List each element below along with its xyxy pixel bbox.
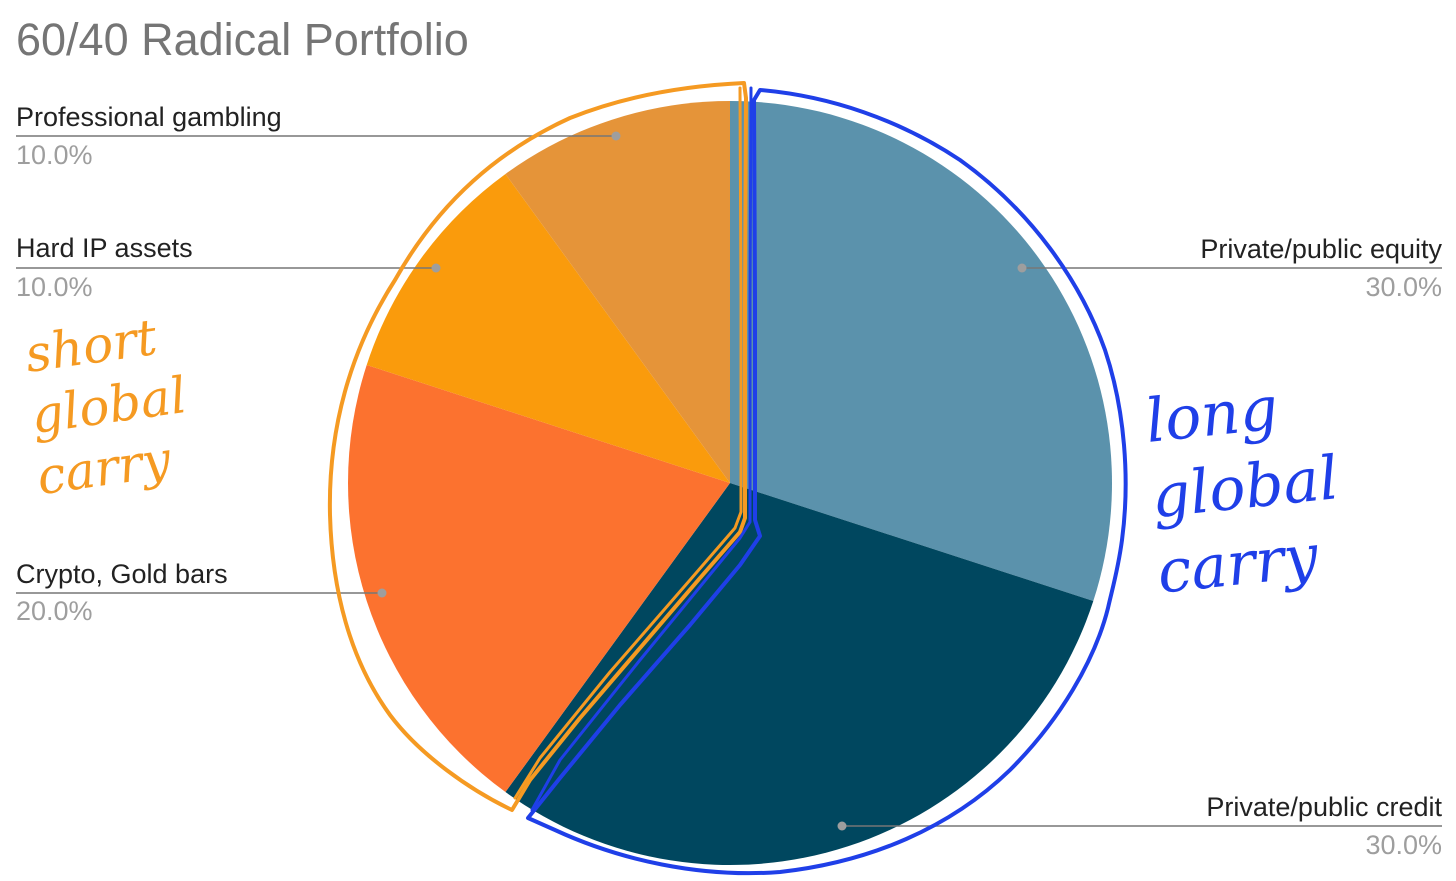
leader-dot bbox=[611, 131, 621, 141]
slice-label: Private/public credit bbox=[1206, 792, 1442, 822]
slice-label: Professional gambling bbox=[16, 102, 282, 132]
pie-slice-crypto-gold-bars bbox=[348, 364, 730, 793]
note-word: long bbox=[1142, 373, 1281, 456]
long-carry-outline bbox=[526, 86, 1128, 876]
slice-percent: 10.0% bbox=[16, 272, 93, 302]
note-word: carry bbox=[1154, 521, 1322, 608]
pie-slices bbox=[348, 101, 1112, 865]
pie-slice-private-public-credit bbox=[505, 483, 1094, 865]
slice-label: Hard IP assets bbox=[16, 233, 193, 263]
slice-percent: 10.0% bbox=[16, 140, 93, 170]
slice-label: Crypto, Gold bars bbox=[16, 559, 228, 589]
slice-percent: 30.0% bbox=[1365, 272, 1442, 302]
slice-labels: Private/public equity 30.0% Private/public… bbox=[16, 102, 1442, 860]
pie-slice-private-public-equity bbox=[730, 101, 1112, 602]
leader-dot bbox=[431, 263, 441, 273]
slice-percent: 30.0% bbox=[1365, 830, 1442, 860]
short-carry-outline bbox=[327, 81, 748, 812]
pie-slice-professional-gambling bbox=[505, 101, 730, 483]
leader-dot bbox=[1017, 263, 1027, 273]
slice-label: Private/public equity bbox=[1200, 234, 1442, 264]
slice-percent: 20.0% bbox=[16, 596, 93, 626]
leader-dot bbox=[837, 821, 847, 831]
note-word: global bbox=[1148, 443, 1341, 532]
leader-dot bbox=[377, 588, 387, 598]
chart-title: 60/40 Radical Portfolio bbox=[16, 14, 469, 65]
pie-slice-hard-ip-assets bbox=[366, 173, 730, 483]
